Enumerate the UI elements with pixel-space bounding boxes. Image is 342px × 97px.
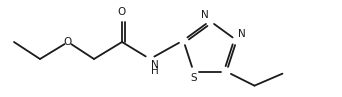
Text: S: S bbox=[190, 73, 197, 83]
Text: N: N bbox=[238, 29, 245, 39]
Text: O: O bbox=[118, 7, 126, 17]
Text: N: N bbox=[201, 10, 209, 20]
Text: N: N bbox=[151, 60, 159, 70]
Text: H: H bbox=[151, 66, 159, 76]
Text: O: O bbox=[64, 37, 72, 47]
